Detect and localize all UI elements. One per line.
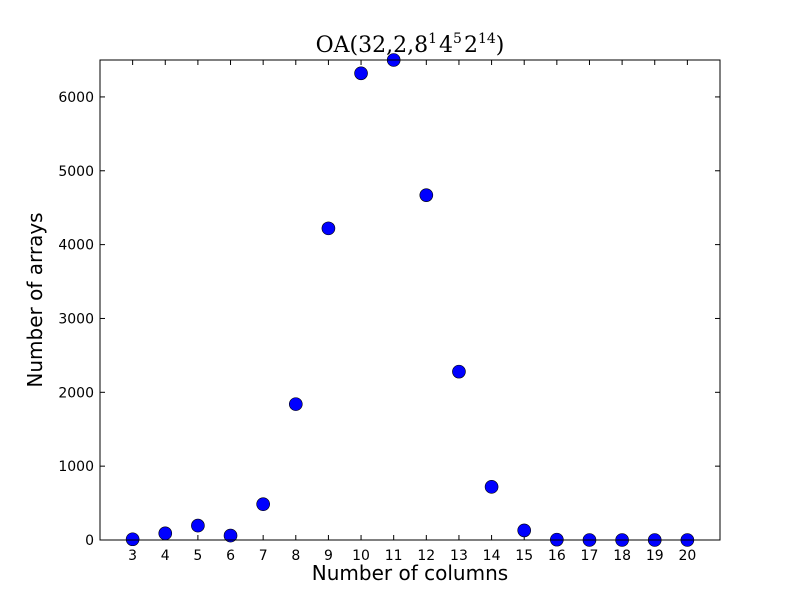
ticks-layer: 3 4 5 6 7 8 9 10 11 12 13 14 15 16 17 18 19 20 0 1000 2000 30…: [58, 60, 720, 564]
data-point: [517, 523, 532, 538]
y-tick-label: 4000: [58, 238, 94, 254]
data-point: [452, 364, 466, 379]
data-point: [288, 397, 303, 411]
x-axis-label: Number of columns: [312, 561, 508, 585]
x-tick-label: 6: [226, 548, 235, 564]
data-points: [125, 53, 695, 547]
x-tick-label: 4: [161, 548, 170, 564]
x-tick-label: 13: [450, 548, 468, 564]
y-tick-label: 5000: [58, 164, 94, 180]
x-tick-label: 7: [259, 548, 268, 564]
data-point: [419, 188, 434, 202]
x-tick-label: 12: [417, 548, 435, 564]
data-point: [223, 528, 238, 543]
x-tick-label: 9: [324, 548, 333, 564]
x-tick-label: 11: [385, 548, 403, 564]
x-tick-label: 18: [613, 548, 631, 564]
data-point: [125, 532, 140, 547]
y-tick-label: 1000: [58, 459, 94, 475]
data-point: [354, 66, 368, 81]
y-axis-label: Number of arrays: [23, 212, 47, 387]
data-point: [484, 480, 499, 494]
plot-frame: [99, 59, 721, 541]
y-tick-label: 3000: [58, 311, 94, 327]
x-tick-label: 17: [581, 548, 599, 564]
chart-title: OA(32,2,8145214): [316, 31, 505, 58]
x-tick-label: 5: [193, 548, 202, 564]
data-point: [256, 497, 270, 511]
x-tick-label: 20: [678, 548, 696, 564]
x-tick-label: 15: [515, 548, 533, 564]
data-point: [321, 221, 336, 236]
y-tick-label: 0: [85, 533, 94, 549]
data-point: [191, 518, 205, 533]
y-tick-label: 6000: [58, 90, 94, 106]
x-tick-label: 3: [128, 548, 137, 564]
y-tick-label: 2000: [58, 385, 94, 401]
x-tick-label: 16: [548, 548, 566, 564]
x-tick-label: 10: [352, 548, 370, 564]
x-tick-label: 8: [291, 548, 300, 564]
x-tick-label: 14: [483, 548, 501, 564]
x-tick-label: 19: [646, 548, 664, 564]
data-point: [158, 526, 173, 541]
